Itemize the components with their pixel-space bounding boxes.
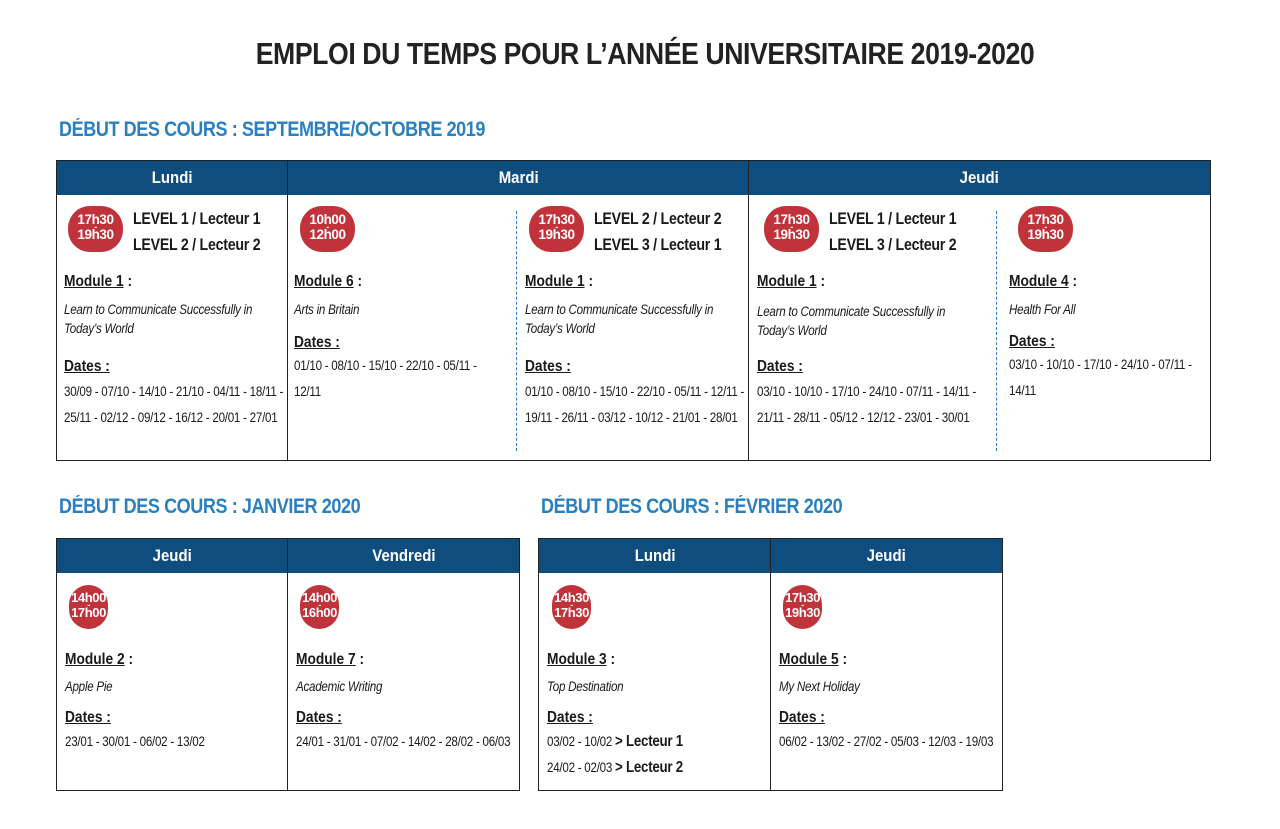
schedule-table-sept: Lundi Mardi Jeudi 17h30-19h30 LEVEL 1 / … — [56, 160, 1211, 461]
module-label: Module 2 : — [65, 651, 134, 668]
section-title-jan: DÉBUT DES COURS : JANVIER 2020 — [59, 495, 361, 518]
cell-mardi-module6: 10h00-12h00 Module 6 : Arts in Britain D… — [288, 195, 516, 460]
time-badge: 14h00-17h00 — [69, 585, 108, 629]
level-label: LEVEL 2 / Lecteur 2 — [133, 236, 261, 254]
dates-list: 03/10 - 10/10 - 17/10 - 24/10 - 07/11 - … — [757, 384, 977, 425]
module-label: Module 7 : — [296, 651, 365, 668]
header-lundi: Lundi — [539, 539, 771, 573]
column-divider — [287, 539, 288, 790]
column-divider — [287, 161, 288, 460]
dates-label: Dates : — [294, 334, 340, 351]
header-jeudi: Jeudi — [749, 161, 1210, 195]
time-badge: 17h30-19h30 — [68, 206, 123, 252]
header-lundi: Lundi — [57, 161, 288, 195]
dates-label: Dates : — [547, 709, 593, 726]
course-title: My Next Holiday — [779, 679, 860, 694]
dashed-divider — [996, 211, 997, 451]
time-badge: 17h30-19h30 — [529, 206, 584, 252]
dates-label: Dates : — [64, 358, 110, 375]
dates-label: Dates : — [779, 709, 825, 726]
module-label: Module 5 : — [779, 651, 848, 668]
dates-label: Dates : — [757, 358, 803, 375]
page-title: EMPLOI DU TEMPS POUR L’ANNÉE UNIVERSITAI… — [255, 36, 1035, 71]
course-title: Learn to Communicate Successfully in Tod… — [757, 304, 946, 338]
course-title: Top Destination — [547, 679, 624, 694]
header-mardi: Mardi — [288, 161, 749, 195]
course-title: Academic Writing — [296, 679, 383, 694]
time-badge: 17h30-19h30 — [1018, 206, 1073, 252]
level-label: LEVEL 3 / Lecteur 1 — [594, 236, 722, 254]
cell-mardi-module1: 17h30-19h30 LEVEL 2 / Lecteur 2 LEVEL 3 … — [518, 195, 748, 460]
header-jeudi: Jeudi — [57, 539, 288, 573]
cell-jeudi-module4: 17h30-19h30 Module 4 : Health For All Da… — [998, 195, 1210, 460]
cell-jeudi-module2: 14h00-17h00 Module 2 : Apple Pie Dates :… — [57, 573, 287, 790]
module-label: Module 3 : — [547, 651, 616, 668]
section-title-feb: DÉBUT DES COURS : FÉVRIER 2020 — [541, 495, 843, 518]
dates-list: 23/01 - 30/01 - 06/02 - 13/02 — [65, 734, 205, 749]
course-title: Apple Pie — [65, 679, 113, 694]
dates-label: Dates : — [525, 358, 571, 375]
level-label: LEVEL 1 / Lecteur 1 — [829, 210, 957, 228]
time-badge: 10h00-12h00 — [300, 206, 355, 252]
schedule-table-feb: Lundi Jeudi 14h30-17h30 Module 3 : Top D… — [538, 538, 1003, 791]
dates-list: 24/01 - 31/01 - 07/02 - 14/02 - 28/02 - … — [296, 734, 511, 749]
header-vendredi: Vendredi — [288, 539, 519, 573]
module-label: Module 6 : — [294, 273, 363, 290]
module-label: Module 1 : — [64, 273, 133, 290]
cell-jeudi-module1: 17h30-19h30 LEVEL 1 / Lecteur 1 LEVEL 3 … — [749, 195, 995, 460]
schedule-table-jan: Jeudi Vendredi 14h00-17h00 Module 2 : Ap… — [56, 538, 520, 791]
course-title: Arts in Britain — [294, 302, 360, 317]
dates-list: 03/02 - 10/02 > Lecteur 1 24/02 - 02/03 … — [547, 733, 683, 776]
cell-lundi-module1: 17h30-19h30 LEVEL 1 / Lecteur 1 LEVEL 2 … — [57, 195, 287, 460]
level-label: LEVEL 3 / Lecteur 2 — [829, 236, 957, 254]
course-title: Health For All — [1009, 302, 1076, 317]
dates-label: Dates : — [65, 709, 111, 726]
time-badge: 14h30-17h30 — [552, 585, 591, 629]
dates-list: 01/10 - 08/10 - 15/10 - 22/10 - 05/11 - … — [294, 358, 477, 399]
course-title: Learn to Communicate Successfully in Tod… — [64, 302, 253, 336]
dates-label: Dates : — [296, 709, 342, 726]
time-badge: 17h30-19h30 — [783, 585, 822, 629]
header-jeudi: Jeudi — [771, 539, 1002, 573]
section-title-sept: DÉBUT DES COURS : SEPTEMBRE/OCTOBRE 2019 — [59, 118, 486, 141]
cell-jeudi-module5: 17h30-19h30 Module 5 : My Next Holiday D… — [771, 573, 1002, 790]
module-label: Module 1 : — [525, 273, 594, 290]
dashed-divider — [516, 211, 517, 451]
dates-list: 30/09 - 07/10 - 14/10 - 21/10 - 04/11 - … — [64, 384, 284, 425]
level-label: LEVEL 1 / Lecteur 1 — [133, 210, 261, 228]
column-divider — [770, 539, 771, 790]
level-label: LEVEL 2 / Lecteur 2 — [594, 210, 722, 228]
time-badge: 17h30-19h30 — [764, 206, 819, 252]
cell-lundi-module3: 14h30-17h30 Module 3 : Top Destination D… — [539, 573, 770, 790]
module-label: Module 4 : — [1009, 273, 1078, 290]
column-divider — [748, 161, 749, 460]
dates-list: 06/02 - 13/02 - 27/02 - 05/03 - 12/03 - … — [779, 734, 994, 749]
course-title: Learn to Communicate Successfully in Tod… — [525, 302, 714, 336]
dates-label: Dates : — [1009, 333, 1055, 350]
dates-list: 01/10 - 08/10 - 15/10 - 22/10 - 05/11 - … — [525, 384, 745, 425]
cell-vendredi-module7: 14h00-16h00 Module 7 : Academic Writing … — [288, 573, 519, 790]
time-badge: 14h00-16h00 — [300, 585, 339, 629]
dates-list: 03/10 - 10/10 - 17/10 - 24/10 - 07/11 - … — [1009, 357, 1192, 398]
module-label: Module 1 : — [757, 273, 826, 290]
